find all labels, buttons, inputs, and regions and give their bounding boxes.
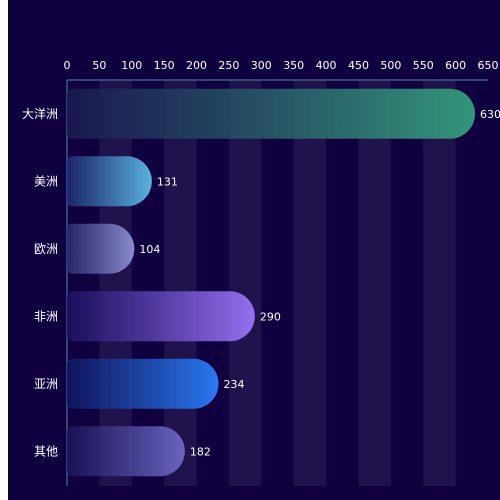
category-label: 亚洲	[34, 377, 58, 391]
x-tick-label: 400	[316, 59, 337, 72]
x-tick-label: 500	[380, 59, 401, 72]
category-label: 大洋洲	[22, 106, 58, 121]
category-label: 美洲	[34, 174, 58, 188]
grid-band	[164, 80, 197, 486]
grid-band	[99, 80, 132, 486]
category-label: 非洲	[34, 309, 58, 323]
value-label: 290	[260, 310, 281, 323]
bars	[67, 88, 476, 477]
x-tick-label: 650	[478, 59, 499, 72]
x-tick-label: 550	[413, 59, 434, 72]
value-label: 234	[224, 378, 245, 391]
horizontal-bar-chart: 0 50 100 150 200 250 300 350 400 450 500 550 600 650 …	[22, 59, 500, 486]
grid-band	[293, 80, 327, 486]
value-label: 182	[190, 445, 211, 458]
grid-bands	[99, 80, 456, 486]
bar-4	[67, 358, 219, 409]
grid-band	[423, 80, 456, 486]
x-axis-ticks: 0 50 100 150 200 250 300 350 400 450 500 550 600 650	[64, 59, 499, 72]
x-tick-label: 250	[218, 59, 239, 72]
x-tick-label: 100	[121, 59, 142, 72]
x-tick-label: 150	[154, 59, 175, 72]
category-label: 其他	[34, 444, 58, 458]
x-tick-label: 50	[92, 59, 106, 72]
value-label: 104	[139, 243, 160, 256]
grid-band	[228, 80, 262, 486]
x-tick-label: 450	[348, 59, 369, 72]
bar-0	[67, 88, 476, 139]
category-label: 欧洲	[34, 242, 58, 256]
bar-3	[67, 291, 255, 342]
value-label: 630	[480, 108, 500, 121]
bar-1	[67, 156, 152, 207]
bar-5	[67, 426, 185, 477]
axes	[66, 79, 488, 486]
value-labels: 630 131 104 290 234 182	[139, 108, 500, 459]
x-tick-label: 0	[64, 59, 71, 72]
chart-canvas: 0 50 100 150 200 250 300 350 400 450 500 550 600 650 …	[8, 0, 500, 500]
x-tick-label: 600	[445, 59, 466, 72]
x-tick-label: 200	[186, 59, 207, 72]
bar-2	[67, 223, 135, 274]
value-label: 131	[157, 175, 178, 188]
x-tick-label: 350	[283, 59, 304, 72]
grid-band	[358, 80, 391, 486]
x-tick-label: 300	[251, 59, 272, 72]
